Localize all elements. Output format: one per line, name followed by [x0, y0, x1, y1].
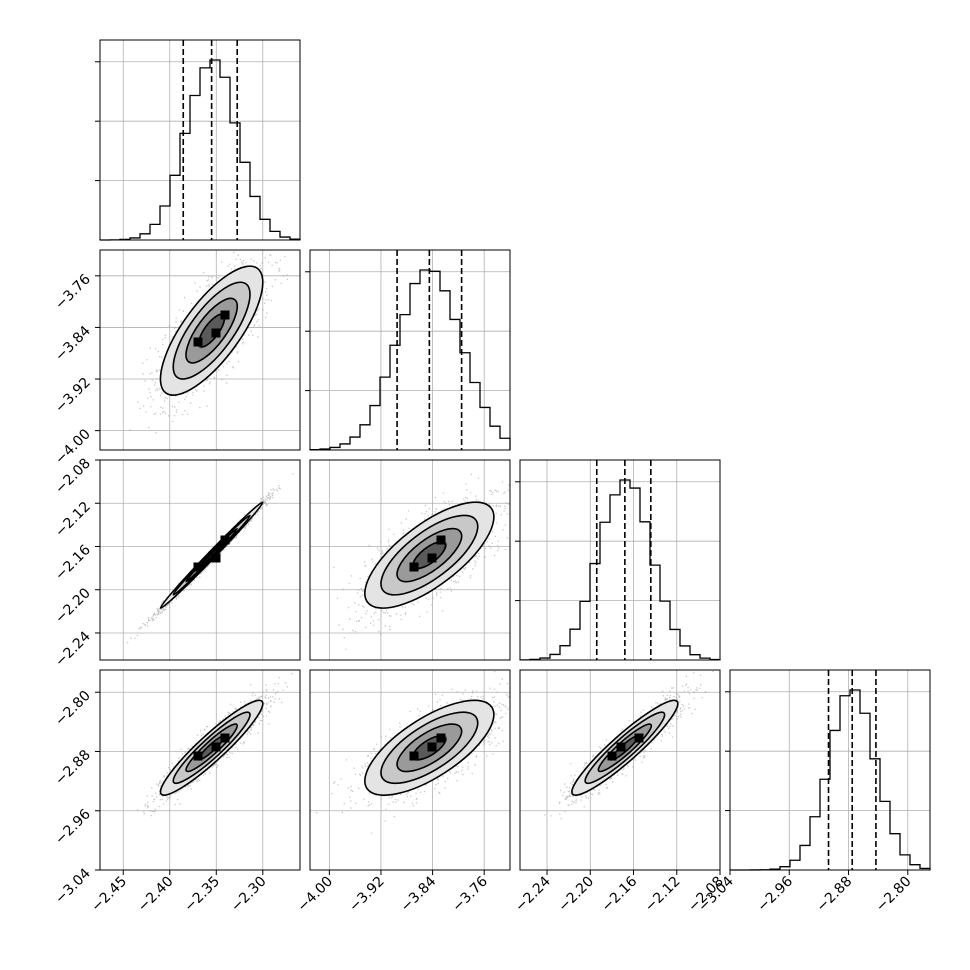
- panel-frame: [729, 669, 931, 871]
- histogram-panel-3: [725, 669, 931, 871]
- panel-frame: [309, 669, 511, 871]
- contour-0: [412, 541, 447, 570]
- x-tick-label-2: −2.16: [599, 873, 641, 915]
- contour-2: [380, 514, 479, 596]
- x-tick-label-3: −2.88: [814, 874, 856, 916]
- x-tick-label-2: −2.24: [512, 873, 554, 915]
- histogram-steps: [519, 479, 721, 661]
- density-peak-cell: [211, 328, 221, 338]
- contour-2: [380, 711, 479, 785]
- y-tick-label-3: −2.88: [52, 747, 94, 789]
- panel-frame: [99, 249, 301, 451]
- contour-3: [159, 501, 264, 609]
- contour-0: [198, 313, 226, 348]
- density-peak-cell: [409, 751, 419, 761]
- contour-1: [185, 297, 239, 364]
- y-tick-label-2: −2.16: [52, 542, 94, 584]
- density-peak-cell: [427, 553, 437, 563]
- density-panel-2-3: [519, 669, 721, 871]
- contour-1: [597, 723, 653, 773]
- contour-2: [172, 711, 251, 785]
- density-peak-cell: [427, 742, 437, 752]
- x-tick-label-0: −2.40: [135, 874, 177, 916]
- contour-2: [584, 711, 666, 785]
- density-panel-0-1: [99, 249, 301, 451]
- y-tick-label-1: −3.92: [52, 375, 94, 417]
- x-tick-label-0: −2.35: [181, 874, 223, 916]
- histogram-panel-0: [95, 39, 301, 241]
- contour-0: [610, 735, 639, 761]
- panel-frame: [309, 459, 511, 661]
- x-tick-label-2: −2.12: [642, 874, 684, 916]
- panel-frame: [99, 459, 301, 661]
- scatter-points: [333, 473, 510, 650]
- x-tick-label-1: −3.92: [346, 874, 388, 916]
- contour-2: [172, 281, 251, 380]
- x-tick-label-2: −2.20: [555, 874, 597, 916]
- x-tick-label-3: −2.80: [873, 874, 915, 916]
- y-tick-label-1: −3.76: [52, 271, 94, 313]
- density-peak-cell: [211, 553, 221, 563]
- contour-0: [412, 735, 447, 761]
- density-panel-0-2: [99, 459, 301, 661]
- contour-0: [198, 735, 226, 761]
- density-peak-cell: [634, 733, 644, 743]
- density-peak-cell: [436, 535, 446, 545]
- y-tick-label-3: −2.96: [52, 806, 94, 848]
- histogram-steps: [729, 689, 931, 871]
- x-tick-label-0: −2.45: [88, 874, 130, 916]
- panel-frame: [99, 39, 301, 241]
- x-tick-label-3: −2.96: [754, 873, 796, 915]
- contour-1: [185, 723, 239, 773]
- y-tick-label-3: −2.80: [52, 688, 94, 730]
- histogram-panel-1: [305, 249, 511, 451]
- contour-3: [364, 501, 495, 609]
- y-tick-label-2: −2.24: [52, 628, 94, 670]
- x-tick-label-0: −2.30: [228, 874, 270, 916]
- contour-1: [396, 723, 463, 773]
- panel-frame: [519, 459, 721, 661]
- density-panel-1-3: [309, 669, 511, 871]
- density-panel-0-3: [99, 669, 301, 871]
- density-peak-cell: [193, 751, 203, 761]
- contour-3: [364, 699, 495, 796]
- contour-1: [396, 527, 463, 583]
- density-peak-cell: [193, 337, 203, 347]
- histogram-steps: [99, 59, 301, 241]
- histogram-steps: [309, 269, 511, 451]
- contour-3: [159, 699, 264, 796]
- y-tick-label-1: −3.84: [52, 323, 94, 365]
- density-panel-1-2: [309, 459, 511, 661]
- y-tick-label-2: −2.12: [52, 499, 94, 541]
- y-tick-label-3: −3.04: [52, 865, 94, 907]
- x-tick-label-1: −3.76: [449, 873, 491, 915]
- scatter-points: [127, 473, 294, 644]
- contour-3: [571, 699, 679, 796]
- contour-0: [198, 541, 226, 570]
- contour-2: [172, 514, 251, 596]
- histogram-panel-2: [515, 459, 721, 661]
- panel-frame: [309, 249, 511, 451]
- contour-1: [185, 527, 239, 583]
- y-tick-label-2: −2.20: [52, 585, 94, 627]
- panel-frame: [99, 669, 301, 871]
- density-peak-cell: [436, 733, 446, 743]
- contour-3: [159, 265, 264, 396]
- density-peak-cell: [220, 310, 230, 320]
- x-tick-label-1: −4.00: [295, 874, 337, 916]
- panel-frame: [519, 669, 721, 871]
- x-tick-label-1: −3.84: [398, 873, 440, 915]
